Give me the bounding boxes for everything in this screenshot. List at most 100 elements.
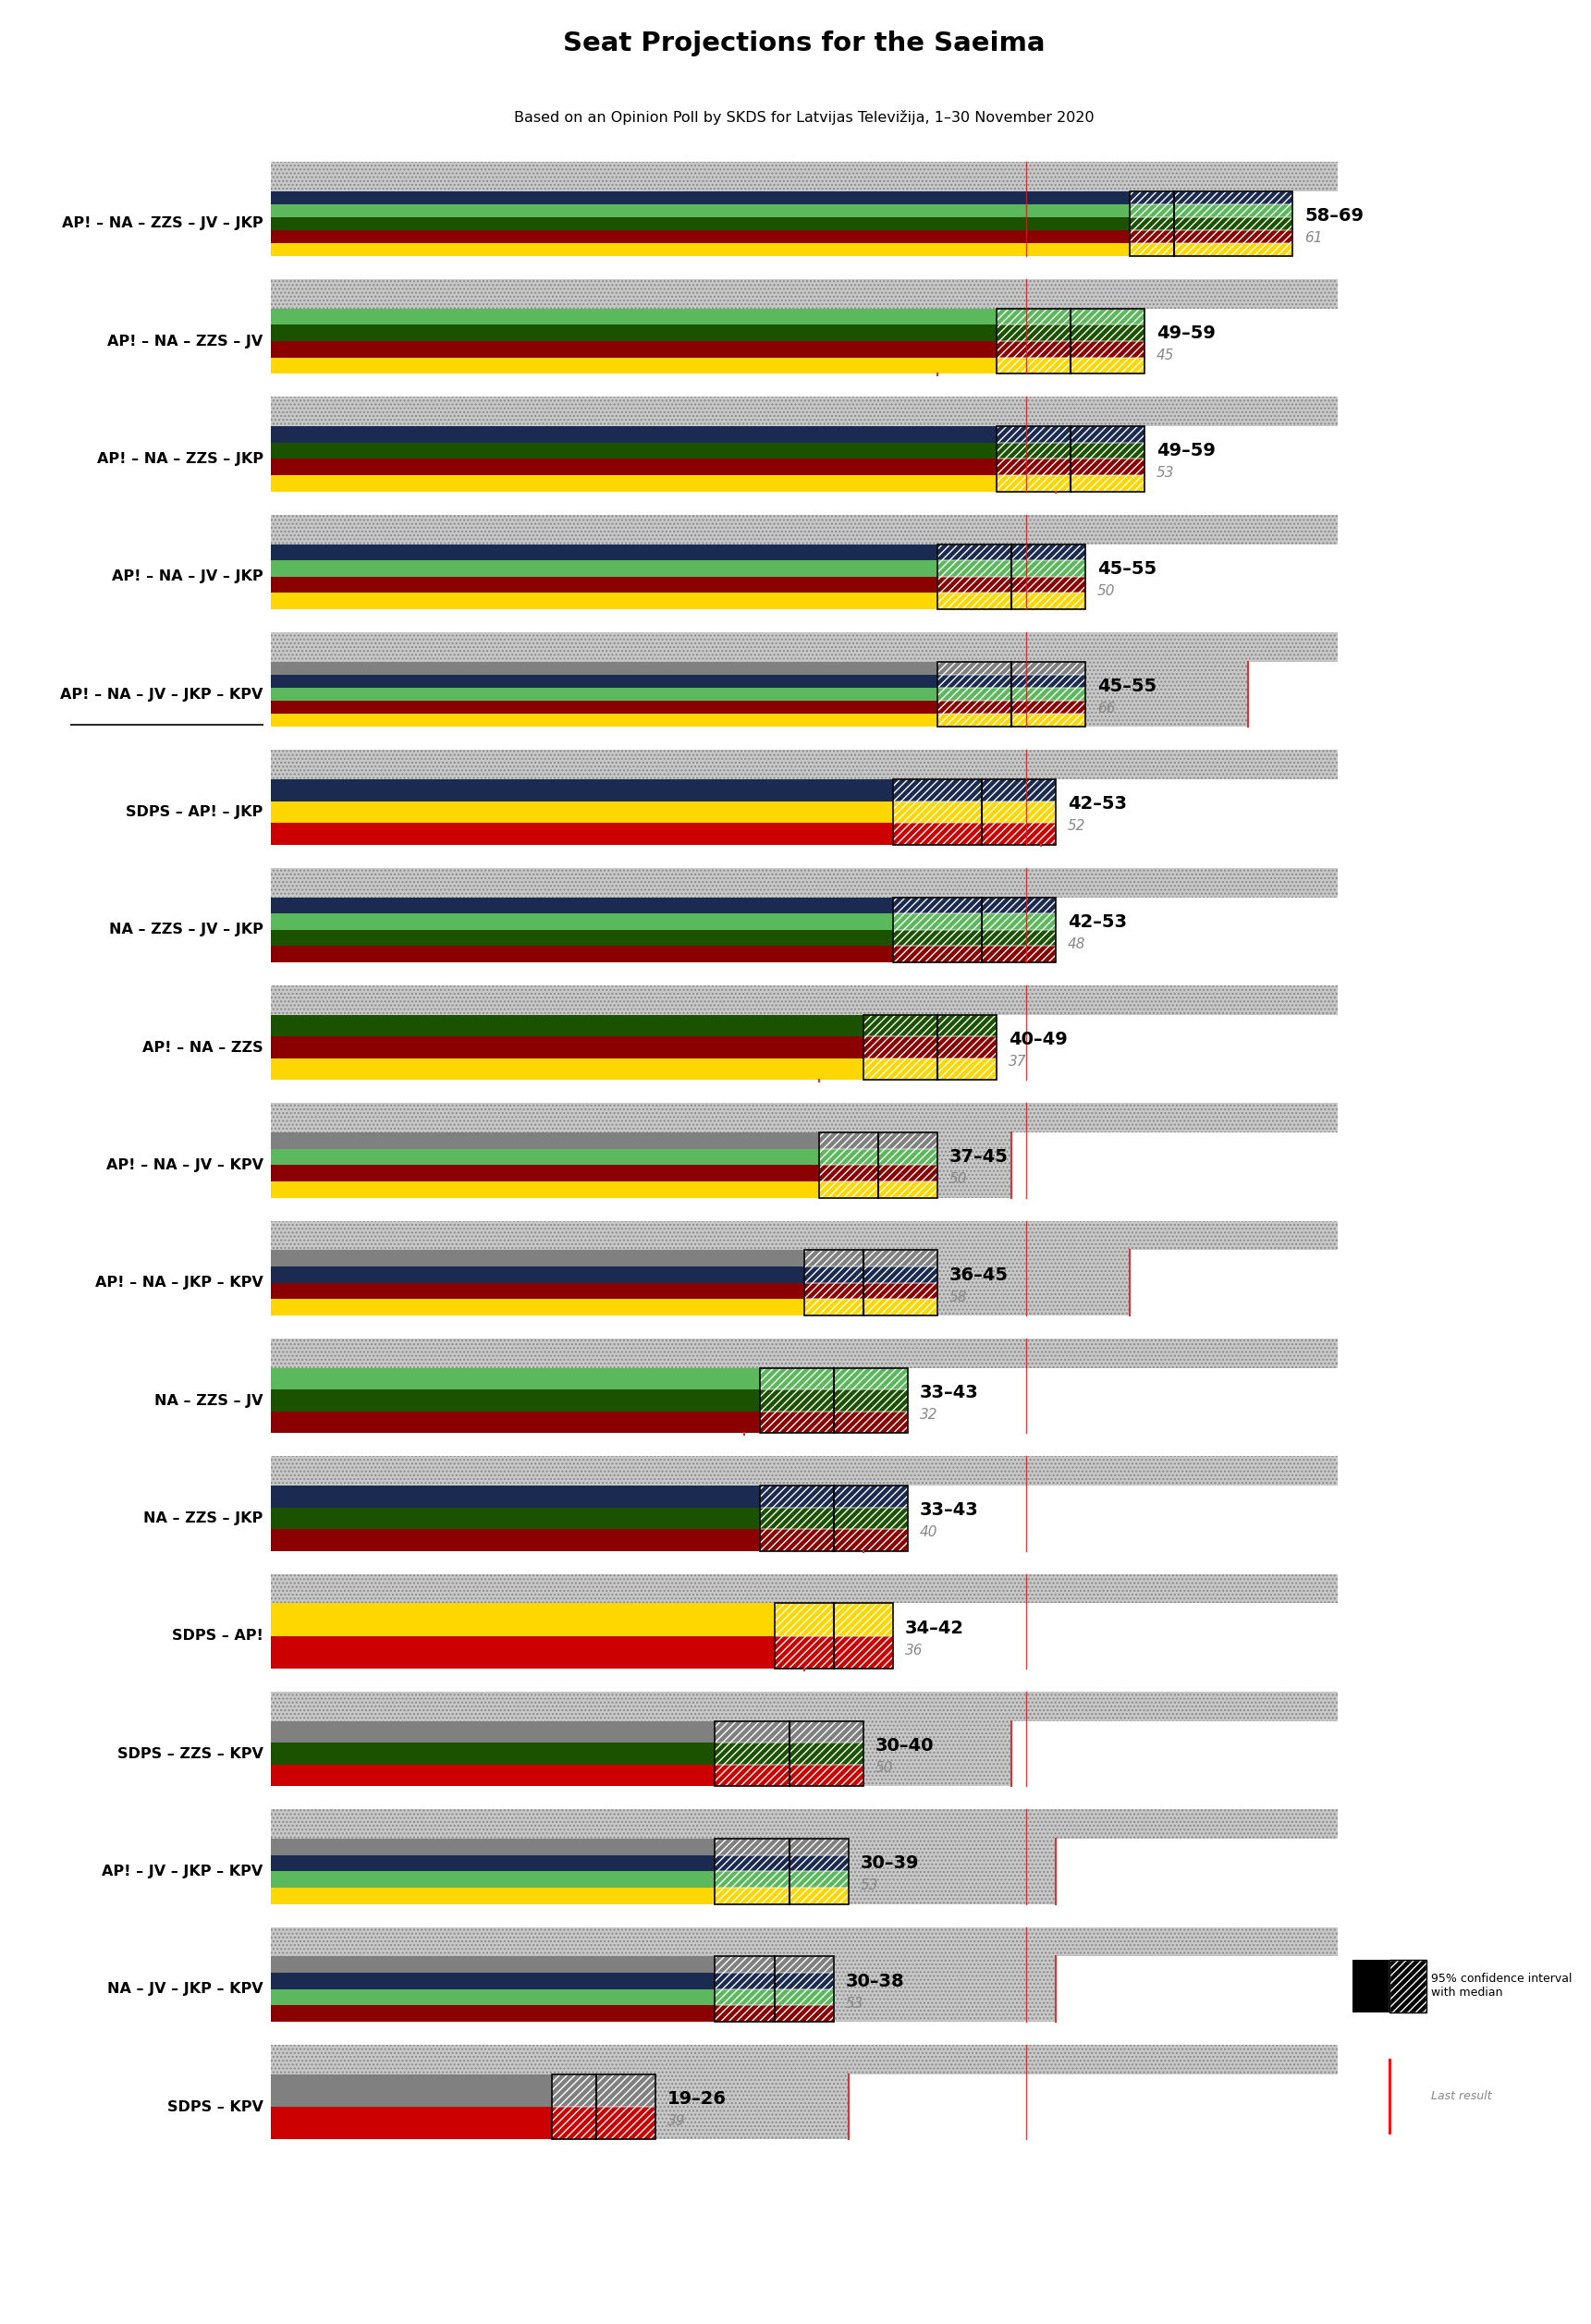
Text: 66: 66 xyxy=(1098,702,1115,716)
Bar xyxy=(270,593,937,609)
Bar xyxy=(270,2075,552,2108)
Text: NA – ZZS – JV: NA – ZZS – JV xyxy=(154,1394,263,1408)
Bar xyxy=(893,823,1056,844)
Bar xyxy=(270,1887,714,1903)
Text: 53: 53 xyxy=(1157,467,1174,481)
Bar xyxy=(714,1957,834,1973)
Bar xyxy=(270,458,996,474)
Bar xyxy=(270,1299,803,1315)
Text: 40–49: 40–49 xyxy=(1009,1032,1068,1048)
Text: SDPS – KPV: SDPS – KPV xyxy=(167,2101,263,2115)
Bar xyxy=(270,1057,864,1081)
Bar xyxy=(270,1927,1338,1957)
Bar xyxy=(270,688,937,702)
Bar xyxy=(864,1057,996,1081)
Text: 30–39: 30–39 xyxy=(861,1855,920,1873)
Bar xyxy=(270,474,996,490)
Bar xyxy=(270,216,1130,230)
Bar xyxy=(270,1148,819,1164)
Bar xyxy=(270,1810,1338,1838)
Text: 33–43: 33–43 xyxy=(920,1385,978,1401)
Bar xyxy=(270,1692,1338,1722)
Bar xyxy=(270,160,1338,191)
Bar xyxy=(270,205,1130,216)
Bar xyxy=(937,662,1085,727)
Bar xyxy=(819,1164,937,1181)
Bar xyxy=(270,397,1338,425)
Bar xyxy=(1130,205,1293,216)
Bar xyxy=(937,560,1085,576)
Bar xyxy=(714,1838,848,1855)
Bar xyxy=(270,1457,1338,1485)
Bar xyxy=(864,1037,996,1057)
Bar xyxy=(270,514,1338,544)
Bar xyxy=(270,1104,1338,1132)
Text: 37–45: 37–45 xyxy=(950,1148,1009,1167)
Bar xyxy=(864,1016,996,1037)
Bar xyxy=(759,1369,907,1434)
Bar xyxy=(893,897,1056,913)
Bar xyxy=(270,1220,1338,1250)
Bar xyxy=(937,560,1085,576)
Bar xyxy=(552,2075,655,2108)
Bar xyxy=(270,823,893,844)
Bar xyxy=(714,1764,864,1787)
Bar xyxy=(270,1692,1338,1722)
Bar xyxy=(864,1722,1012,1787)
Bar xyxy=(1389,1959,1426,2013)
Bar xyxy=(937,1132,1012,1197)
Text: 50: 50 xyxy=(875,1762,893,1776)
Bar xyxy=(759,1485,907,1508)
Bar xyxy=(270,1855,714,1871)
Bar xyxy=(270,779,893,802)
Bar xyxy=(893,897,1056,913)
Bar xyxy=(1389,1959,1426,2013)
Bar xyxy=(803,1267,937,1283)
Bar xyxy=(270,1810,1338,1838)
Bar xyxy=(759,1390,907,1411)
Bar xyxy=(714,1957,834,2022)
Text: 36–45: 36–45 xyxy=(950,1267,1009,1283)
Bar xyxy=(864,1722,1012,1787)
Bar xyxy=(937,713,1085,727)
Bar xyxy=(270,2108,552,2140)
Bar xyxy=(270,1457,1338,1485)
Bar xyxy=(1352,1959,1389,2013)
Bar xyxy=(270,632,1338,662)
Bar xyxy=(937,702,1085,713)
Bar xyxy=(714,1722,864,1743)
Bar xyxy=(819,1181,937,1197)
Bar xyxy=(819,1148,937,1164)
Bar xyxy=(996,474,1144,490)
Text: 37: 37 xyxy=(1009,1055,1026,1069)
Bar xyxy=(270,1957,714,1973)
Bar xyxy=(270,751,1338,779)
Bar xyxy=(937,576,1085,593)
Bar xyxy=(270,1411,759,1434)
Bar xyxy=(759,1411,907,1434)
Bar xyxy=(996,458,1144,474)
Bar xyxy=(1130,191,1293,205)
Bar xyxy=(1130,216,1293,230)
Text: AP! – JV – JKP – KPV: AP! – JV – JKP – KPV xyxy=(102,1864,263,1878)
Bar xyxy=(759,1485,907,1508)
Text: Based on an Opinion Poll by SKDS for Latvijas Televižija, 1–30 November 2020: Based on an Opinion Poll by SKDS for Lat… xyxy=(514,109,1095,125)
Text: 40: 40 xyxy=(920,1525,937,1538)
Bar xyxy=(803,1283,937,1299)
Bar xyxy=(819,1132,937,1148)
Bar xyxy=(714,1871,848,1887)
Bar xyxy=(270,1604,775,1636)
Text: 53: 53 xyxy=(845,1996,864,2010)
Bar xyxy=(893,779,1056,802)
Bar xyxy=(714,1764,864,1787)
Bar xyxy=(270,1871,714,1887)
Bar xyxy=(1130,244,1293,256)
Bar xyxy=(819,1148,937,1164)
Bar xyxy=(937,662,1085,674)
Bar xyxy=(270,1989,714,2006)
Bar xyxy=(270,1636,775,1669)
Bar xyxy=(1130,230,1293,244)
Bar xyxy=(270,325,996,342)
Bar xyxy=(270,1037,864,1057)
Bar xyxy=(270,1132,819,1148)
